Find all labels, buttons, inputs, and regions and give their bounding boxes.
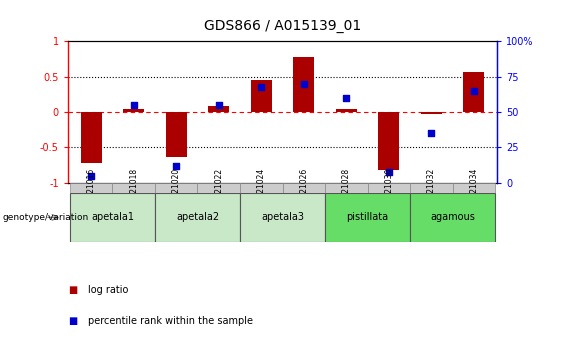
Text: percentile rank within the sample: percentile rank within the sample — [88, 316, 253, 326]
Text: pistillata: pistillata — [346, 213, 389, 222]
Text: apetala2: apetala2 — [176, 213, 219, 222]
Bar — [70, 193, 155, 242]
Bar — [240, 183, 282, 193]
Text: GSM21024: GSM21024 — [257, 167, 266, 209]
Text: GSM21034: GSM21034 — [470, 167, 479, 209]
Text: GSM21022: GSM21022 — [214, 167, 223, 209]
Bar — [325, 193, 410, 242]
Text: GDS866 / A015139_01: GDS866 / A015139_01 — [204, 19, 361, 33]
Point — [470, 88, 479, 93]
Bar — [421, 112, 442, 114]
Text: agamous: agamous — [430, 213, 475, 222]
Point — [299, 81, 308, 87]
Text: GSM21018: GSM21018 — [129, 167, 138, 209]
Bar — [282, 183, 325, 193]
Bar — [240, 193, 325, 242]
Text: GSM21020: GSM21020 — [172, 167, 181, 209]
Bar — [410, 183, 453, 193]
Point — [257, 84, 266, 89]
Bar — [378, 112, 399, 170]
Point — [427, 130, 436, 136]
Bar — [463, 72, 484, 112]
Bar — [155, 183, 198, 193]
Text: apetala3: apetala3 — [261, 213, 304, 222]
Text: GSM21026: GSM21026 — [299, 167, 308, 209]
Bar — [336, 109, 357, 112]
Point — [214, 102, 223, 108]
Bar — [367, 183, 410, 193]
Bar — [166, 112, 187, 157]
Text: log ratio: log ratio — [88, 285, 128, 295]
Bar — [325, 183, 367, 193]
Point — [86, 173, 95, 179]
Text: genotype/variation: genotype/variation — [3, 213, 89, 222]
Point — [342, 95, 351, 101]
Text: GSM21028: GSM21028 — [342, 167, 351, 209]
Bar — [81, 112, 102, 163]
Bar — [198, 183, 240, 193]
Point — [384, 169, 393, 174]
Bar — [70, 183, 112, 193]
Bar — [293, 57, 314, 112]
Bar — [112, 183, 155, 193]
Bar — [123, 109, 144, 112]
Bar — [410, 193, 495, 242]
Point — [172, 163, 181, 169]
Bar — [208, 107, 229, 112]
Point — [129, 102, 138, 108]
Text: GSM21030: GSM21030 — [384, 167, 393, 209]
Bar — [251, 80, 272, 112]
Bar — [155, 193, 240, 242]
Text: apetala1: apetala1 — [91, 213, 134, 222]
Text: ■: ■ — [68, 316, 77, 326]
Text: GSM21016: GSM21016 — [86, 167, 95, 209]
Text: GSM21032: GSM21032 — [427, 167, 436, 209]
Text: ■: ■ — [68, 285, 77, 295]
Bar — [453, 183, 495, 193]
